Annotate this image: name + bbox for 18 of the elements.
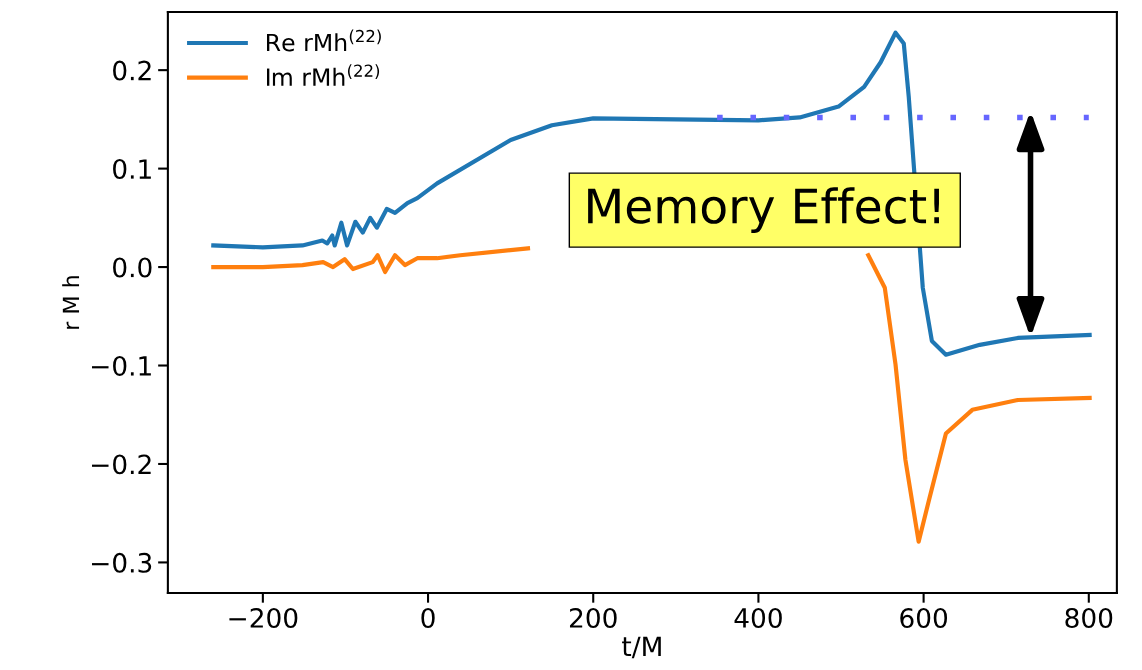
x-axis-title: t/M [622, 636, 661, 659]
x-tick-label: 400 [734, 608, 782, 628]
x-tick-label: 0 [421, 608, 435, 628]
y-tick-label: −0.3 [92, 552, 152, 573]
y-tick-label: 0.1 [113, 159, 151, 180]
x-tick-label: 600 [900, 608, 948, 628]
y-tick-label: 0.2 [113, 60, 151, 81]
legend-label: Re rMh$^{(22)}$ [267, 29, 381, 52]
y-tick-label: −0.2 [92, 454, 151, 475]
x-tick-label: 200 [569, 608, 617, 628]
y-tick-label: −0.1 [92, 355, 151, 376]
line-series [211, 30, 1092, 357]
annotation: Memory Effect! [588, 187, 939, 233]
x-tick-label: 800 [1065, 608, 1113, 628]
legend-label: Im rMh$^{(22)}$ [267, 64, 380, 86]
x-tick-label: −200 [229, 608, 298, 628]
y-tick-label: 0.0 [113, 257, 152, 278]
y-axis-title: r M h [62, 276, 80, 329]
